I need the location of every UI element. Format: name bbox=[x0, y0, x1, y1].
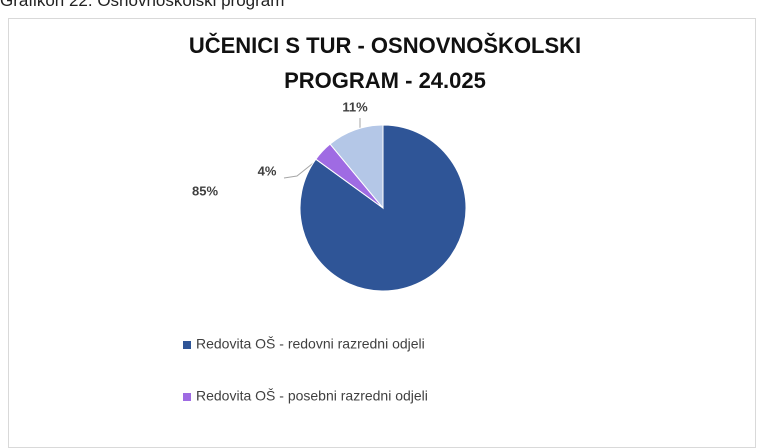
legend-marker bbox=[183, 393, 191, 401]
pie-slice bbox=[299, 124, 467, 292]
legend-label: Redovita OŠ - posebni razredni odjeli bbox=[196, 388, 428, 404]
legend-label: Redovita OŠ - redovni razredni odjeli bbox=[196, 336, 425, 352]
pie-slice bbox=[329, 124, 384, 210]
chart: 85% 4% 11% Redovita OŠ - redovni razredni o… bbox=[183, 99, 467, 404]
chart-title: UČENICI S TUR - OSNOVNOŠKOLSKI PROGRAM -… bbox=[188, 33, 582, 93]
legend-marker bbox=[183, 341, 191, 349]
data-label: 4% bbox=[258, 163, 277, 178]
caption: Grafikon 22. Osnovnoškolski program bbox=[0, 0, 285, 10]
data-label: 85% bbox=[192, 183, 218, 198]
data-label: 11% bbox=[342, 99, 368, 114]
